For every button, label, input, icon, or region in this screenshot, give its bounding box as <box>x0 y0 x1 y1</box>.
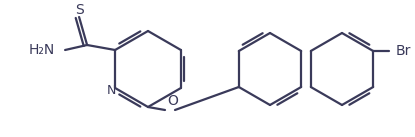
Text: H₂N: H₂N <box>29 43 55 57</box>
Text: S: S <box>75 3 83 17</box>
Text: Br: Br <box>395 44 410 58</box>
Text: O: O <box>168 94 178 108</box>
Text: N: N <box>106 85 116 98</box>
